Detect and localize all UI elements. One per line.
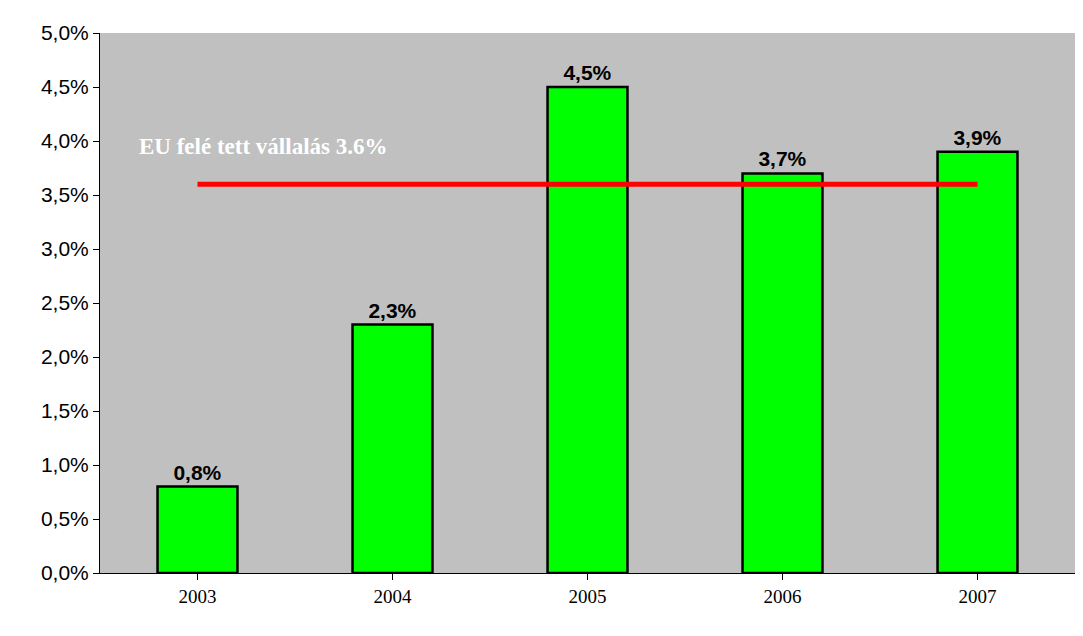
- svg-text:2,5%: 2,5%: [41, 291, 89, 314]
- svg-text:2,3%: 2,3%: [368, 299, 416, 322]
- svg-text:2003: 2003: [179, 586, 217, 607]
- svg-text:1,5%: 1,5%: [41, 399, 89, 422]
- svg-text:3,7%: 3,7%: [758, 147, 806, 170]
- svg-text:2007: 2007: [959, 586, 997, 607]
- svg-text:2,0%: 2,0%: [41, 345, 89, 368]
- svg-text:4,5%: 4,5%: [41, 75, 89, 98]
- svg-text:4,5%: 4,5%: [563, 61, 611, 84]
- svg-text:0,8%: 0,8%: [173, 461, 221, 484]
- svg-text:2005: 2005: [569, 586, 607, 607]
- svg-text:1,0%: 1,0%: [41, 453, 89, 476]
- svg-text:3,9%: 3,9%: [953, 126, 1001, 149]
- svg-text:2006: 2006: [764, 586, 802, 607]
- svg-text:EU felé tett vállalás 3.6%: EU felé tett vállalás 3.6%: [139, 134, 387, 159]
- svg-text:3,5%: 3,5%: [41, 183, 89, 206]
- svg-text:4,0%: 4,0%: [41, 129, 89, 152]
- svg-text:5,0%: 5,0%: [41, 21, 89, 44]
- svg-text:2004: 2004: [374, 586, 413, 607]
- svg-text:0,5%: 0,5%: [41, 507, 89, 530]
- svg-text:3,0%: 3,0%: [41, 237, 89, 260]
- svg-text:0,0%: 0,0%: [41, 561, 89, 584]
